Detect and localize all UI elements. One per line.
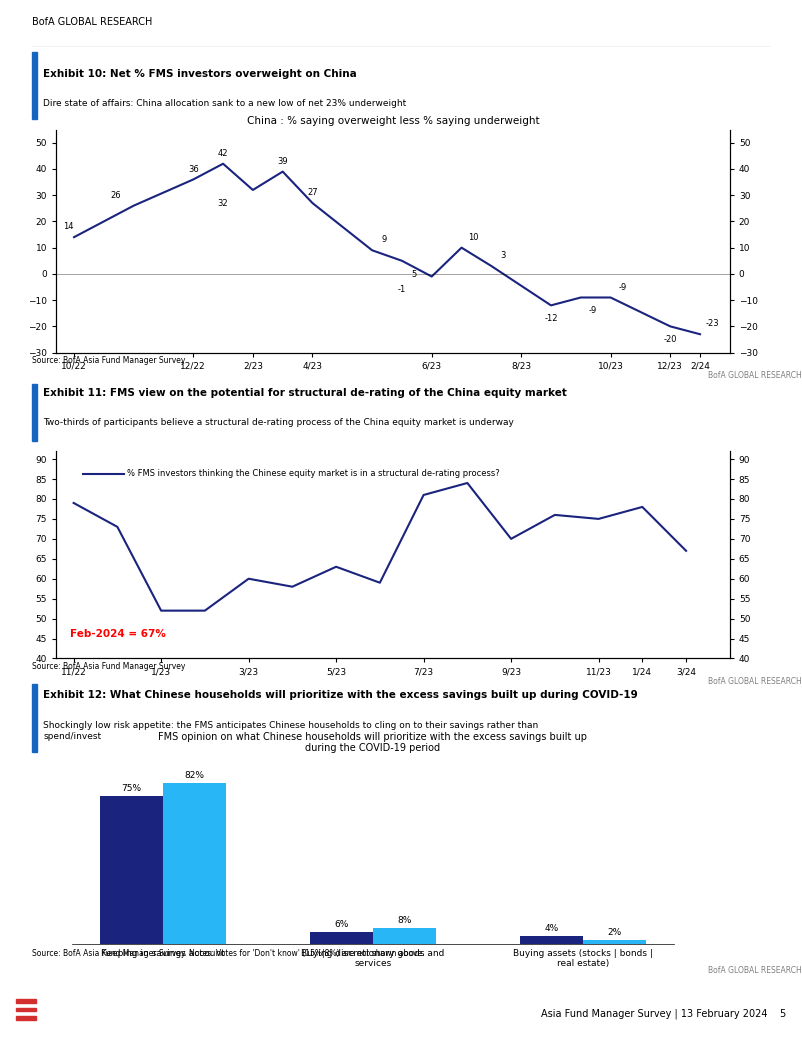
Text: BofA GLOBAL RESEARCH: BofA GLOBAL RESEARCH bbox=[708, 371, 802, 381]
Text: Shockingly low risk appetite: the FMS anticipates Chinese households to cling on: Shockingly low risk appetite: the FMS an… bbox=[43, 722, 538, 740]
Text: Exhibit 10: Net % FMS investors overweight on China: Exhibit 10: Net % FMS investors overweig… bbox=[43, 68, 357, 79]
Text: 4%: 4% bbox=[545, 924, 559, 933]
Text: Source: BofA Asia Fund Manager Survey: Source: BofA Asia Fund Manager Survey bbox=[32, 662, 185, 671]
Text: -20: -20 bbox=[663, 335, 677, 344]
Bar bbox=[583, 940, 646, 944]
Bar bbox=[16, 1008, 36, 1011]
Text: BofA GLOBAL RESEARCH: BofA GLOBAL RESEARCH bbox=[32, 17, 152, 27]
Text: Two-thirds of participants believe a structural de-rating process of the China e: Two-thirds of participants believe a str… bbox=[43, 418, 514, 427]
Text: 10: 10 bbox=[468, 232, 479, 242]
Text: Source: BofA Asia Fund Manager Survey. Notes: Votes for 'Don't know' (15%|8%) ar: Source: BofA Asia Fund Manager Survey. N… bbox=[32, 949, 424, 957]
Text: Exhibit 12: What Chinese households will prioritize with the excess savings buil: Exhibit 12: What Chinese households will… bbox=[43, 690, 638, 700]
Text: -1: -1 bbox=[398, 285, 406, 295]
Text: -23: -23 bbox=[705, 319, 719, 329]
Text: 9: 9 bbox=[382, 235, 387, 245]
Text: Feb-2024 = 67%: Feb-2024 = 67% bbox=[70, 628, 165, 639]
Text: -9: -9 bbox=[589, 306, 597, 315]
Text: BofA GLOBAL RESEARCH: BofA GLOBAL RESEARCH bbox=[708, 965, 802, 975]
Text: 82%: 82% bbox=[184, 770, 205, 780]
Bar bbox=[16, 1000, 36, 1003]
Bar bbox=[32, 684, 37, 752]
Bar bbox=[16, 1016, 36, 1020]
Text: -9: -9 bbox=[618, 283, 626, 291]
Text: -12: -12 bbox=[545, 314, 557, 324]
Text: 36: 36 bbox=[188, 165, 199, 173]
Text: 32: 32 bbox=[218, 199, 229, 207]
Title: China : % saying overweight less % saying underweight: China : % saying overweight less % sayin… bbox=[247, 116, 539, 127]
Text: 26: 26 bbox=[111, 191, 121, 200]
Bar bbox=[520, 935, 583, 944]
Text: Dire state of affairs: China allocation sank to a new low of net 23% underweight: Dire state of affairs: China allocation … bbox=[43, 100, 407, 108]
Text: % FMS investors thinking the Chinese equity market is in a structural de-rating : % FMS investors thinking the Chinese equ… bbox=[127, 470, 500, 478]
Text: 42: 42 bbox=[218, 149, 229, 158]
Text: 6%: 6% bbox=[334, 920, 349, 929]
Text: 8%: 8% bbox=[397, 916, 411, 925]
Bar bbox=[32, 52, 37, 119]
Bar bbox=[163, 783, 225, 944]
Title: FMS opinion on what Chinese households will prioritize with the excess savings b: FMS opinion on what Chinese households w… bbox=[159, 732, 587, 754]
Text: Source: BofA Asia Fund Manager Survey: Source: BofA Asia Fund Manager Survey bbox=[32, 356, 185, 365]
Text: Asia Fund Manager Survey | 13 February 2024    5: Asia Fund Manager Survey | 13 February 2… bbox=[541, 1009, 786, 1019]
Bar bbox=[32, 384, 37, 441]
Text: 27: 27 bbox=[307, 188, 318, 197]
Text: 14: 14 bbox=[63, 222, 73, 231]
Text: 39: 39 bbox=[277, 157, 288, 166]
Bar bbox=[373, 928, 436, 944]
Bar bbox=[310, 932, 373, 944]
Text: 2%: 2% bbox=[608, 928, 622, 936]
Text: 3: 3 bbox=[500, 251, 506, 260]
Text: Exhibit 11: FMS view on the potential for structural de-rating of the China equi: Exhibit 11: FMS view on the potential fo… bbox=[43, 388, 567, 398]
Text: BofA GLOBAL RESEARCH: BofA GLOBAL RESEARCH bbox=[708, 677, 802, 686]
Text: 5: 5 bbox=[411, 270, 416, 279]
Bar bbox=[99, 796, 163, 944]
Text: 75%: 75% bbox=[121, 784, 141, 793]
